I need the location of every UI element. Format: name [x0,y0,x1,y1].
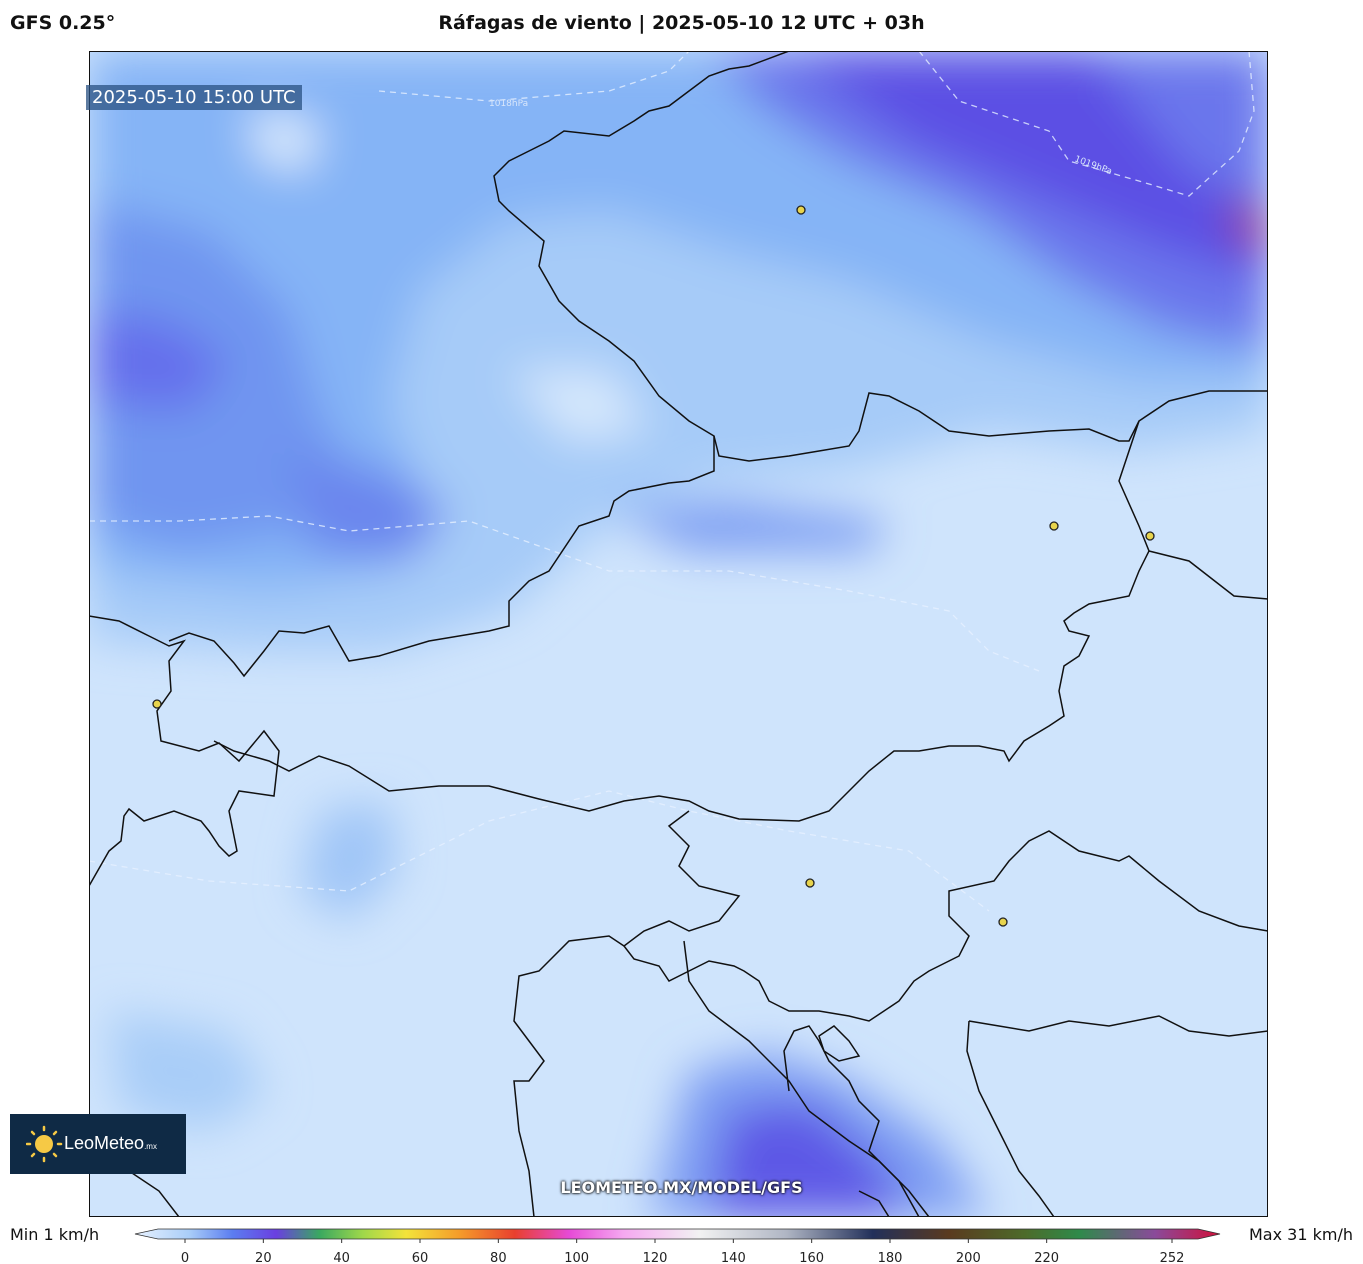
city [998,917,1008,927]
min-label: Min 1 km/h [10,1225,100,1244]
title: Ráfagas de viento | 2025-05-10 12 UTC + … [438,12,925,34]
colorbar-tick-label: 252 [1160,1251,1185,1264]
valid-time: 2025-05-10 15:00 UTC [86,85,302,110]
colorbar-tick-label: 80 [490,1251,507,1264]
colorbar: 0 20 40 60 80 100 120 140 160 180 200 220 252 [134,1228,1221,1264]
wind-field: 1018hPa 1019hPa [89,51,1268,1217]
colorbar-tick-label: 200 [956,1251,981,1264]
logo-tld: .mx [144,1142,157,1151]
colorbar-tick-label: 160 [799,1251,824,1264]
colorbar-tick-label: 140 [721,1251,746,1264]
model-name: GFS 0.25° [10,12,116,34]
colorbar-tick-label: 20 [255,1251,272,1264]
map: 1018hPa 1019hPa [89,51,1268,1217]
borders [89,51,1268,1217]
isobars [89,51,1255,912]
max-label: Max 31 km/h [1249,1225,1353,1244]
map-frame [89,51,1268,1217]
city [1049,521,1059,531]
city [1145,531,1155,541]
watermark: LEOMETEO.MX/MODEL/GFS [560,1178,803,1197]
logo-brand: LeoMeteo [64,1133,145,1153]
logo: LeoMeteo.mx [10,1114,186,1174]
colorbar-tick-label: 180 [878,1251,903,1264]
logo-text: LeoMeteo.mx [64,1133,157,1154]
cities [152,205,1155,927]
colorbar-tick-label: 220 [1034,1251,1059,1264]
city [796,205,806,215]
logo-sun [26,1125,63,1163]
colorbar-tick-label: 60 [412,1251,429,1264]
colorbar-tick-label: 40 [333,1251,350,1264]
colorbar-ramp [134,1228,1221,1240]
city [805,878,815,888]
colorbar-tick-label: 0 [181,1251,189,1264]
city [152,699,162,709]
colorbar-tick-label: 120 [643,1251,668,1264]
isobar-label: 1018hPa [489,99,528,109]
colorbar-tick-label: 100 [564,1251,589,1264]
